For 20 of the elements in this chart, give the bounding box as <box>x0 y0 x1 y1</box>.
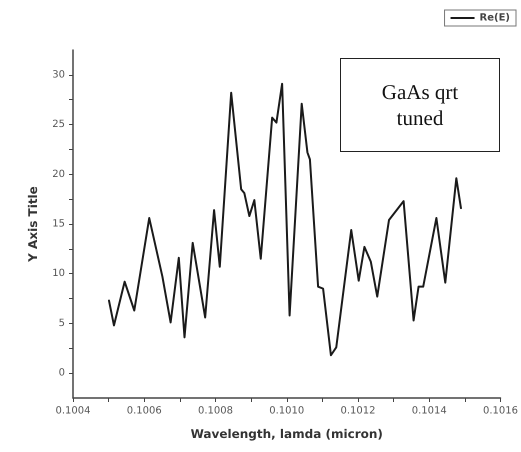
y-tick-label: 25 <box>52 119 65 130</box>
x-tick-label: 0.1010 <box>269 406 304 416</box>
y-tick-label: 10 <box>52 268 65 280</box>
y-tick-label: 15 <box>52 218 65 230</box>
x-tick-label: 0.1012 <box>340 406 376 416</box>
y-tick-label: 5 <box>58 318 65 329</box>
x-axis-title: Wavelength, lamda (micron) <box>190 427 383 441</box>
y-axis-title: Y Axis Title <box>26 186 40 263</box>
x-tick-label: 0.1016 <box>483 406 518 416</box>
y-tick-label: 30 <box>52 69 65 80</box>
x-tick-label: 0.1006 <box>126 406 162 416</box>
line-series <box>108 82 462 356</box>
annotation: GaAs qrt tuned <box>380 79 460 131</box>
text-box: GaAs qrt tuned <box>340 58 500 152</box>
x-tick-label: 0.1014 <box>412 406 447 416</box>
y-tick-label: 0 <box>58 368 65 379</box>
x-tick-label: 0.1004 <box>56 406 90 416</box>
legend-label: Re(E) <box>480 12 510 24</box>
x-tick-label: 0.1008 <box>198 406 233 416</box>
y-tick-label: 20 <box>52 168 65 180</box>
